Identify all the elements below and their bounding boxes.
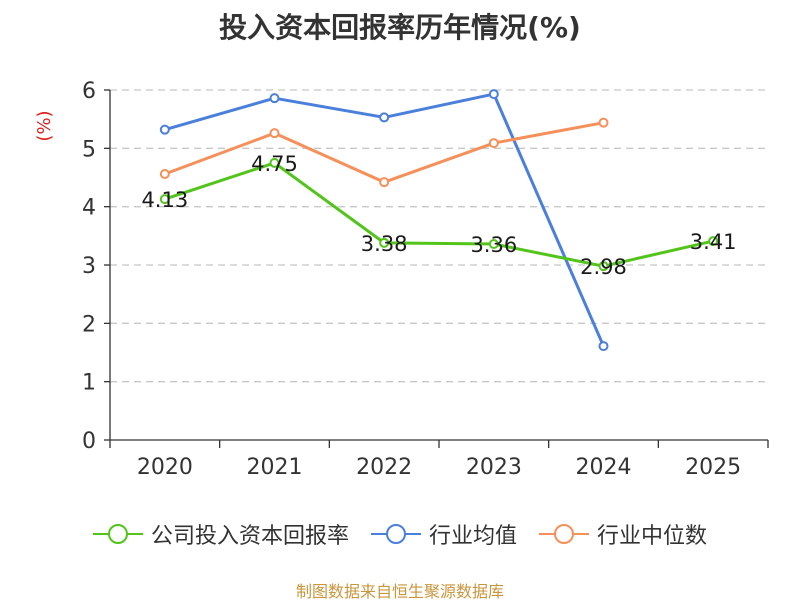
y-tick-label-2: 2	[82, 312, 96, 337]
point-0-2025	[708, 236, 719, 247]
data-label-2021: 4.75	[251, 152, 298, 176]
x-tick-label-2022: 2022	[356, 455, 412, 480]
series-line-1	[164, 92, 605, 347]
point-1-2020	[159, 124, 170, 135]
legend: 公司投入资本回报率 行业均值 行业中位数	[0, 518, 800, 550]
y-tick-label-6: 6	[82, 79, 96, 104]
y-tick-label-1: 1	[82, 371, 96, 396]
point-0-2020	[159, 194, 170, 205]
axes: 0 1 2 3 4 5 6 2020 2021 2022 2023 2024 2025	[82, 79, 769, 480]
grid-lines	[110, 89, 768, 383]
series-line-2	[164, 121, 604, 184]
point-0-2023	[488, 239, 499, 249]
y-tick-label-3: 3	[82, 254, 96, 279]
point-0-2022	[379, 237, 390, 248]
x-tick-label-2020: 2020	[137, 455, 193, 480]
data-label-2020: 4.13	[141, 188, 188, 212]
point-1-2022	[379, 112, 390, 123]
x-tick-label-2024: 2024	[576, 455, 632, 480]
legend-swatch-industry-median	[539, 524, 589, 544]
legend-item-industry-median[interactable]: 行业中位数	[539, 518, 707, 550]
data-labels: 4.13 4.75 3.38 3.36 2.98 3.41	[141, 152, 736, 279]
legend-label-industry-mean: 行业均值	[428, 524, 517, 549]
point-2-2022	[379, 177, 390, 188]
y-tick-label-0: 0	[82, 429, 96, 454]
point-1-2024	[598, 341, 609, 352]
legend-swatch-company	[92, 524, 143, 544]
data-label-2023: 3.36	[470, 233, 517, 257]
y-tick-label-4: 4	[82, 196, 96, 221]
y-axis-label: (%)	[34, 110, 55, 141]
y-tick-label-5: 5	[82, 137, 96, 162]
point-0-2021	[269, 157, 280, 168]
point-0-2024	[598, 261, 609, 272]
x-tick-label-2021: 2021	[247, 455, 303, 480]
legend-swatch-industry-mean	[370, 524, 421, 544]
data-label-2024: 2.98	[580, 255, 627, 279]
legend-label-industry-median: 行业中位数	[597, 524, 708, 549]
series-lines	[159, 89, 719, 352]
series-0	[159, 157, 719, 272]
x-tick-label-2025: 2025	[685, 455, 741, 480]
x-tick-label-2023: 2023	[466, 455, 522, 480]
chart-title: 投入资本回报率历年情况(%)	[219, 11, 581, 44]
data-label-2025: 3.41	[690, 230, 737, 254]
series-2	[159, 117, 609, 188]
legend-label-company: 公司投入资本回报率	[150, 524, 349, 549]
data-label-2022: 3.38	[361, 232, 408, 256]
point-2-2023	[488, 138, 499, 149]
point-1-2021	[269, 93, 280, 104]
series-1	[159, 89, 609, 352]
point-1-2023	[488, 89, 499, 100]
point-2-2020	[159, 169, 170, 179]
source-note: 制图数据来自恒生聚源数据库	[295, 582, 504, 601]
legend-item-company[interactable]: 公司投入资本回报率	[92, 518, 349, 550]
point-2-2021	[269, 128, 280, 139]
point-2-2024	[598, 117, 609, 128]
series-line-0	[164, 161, 714, 268]
legend-item-industry-mean[interactable]: 行业均值	[370, 518, 517, 550]
